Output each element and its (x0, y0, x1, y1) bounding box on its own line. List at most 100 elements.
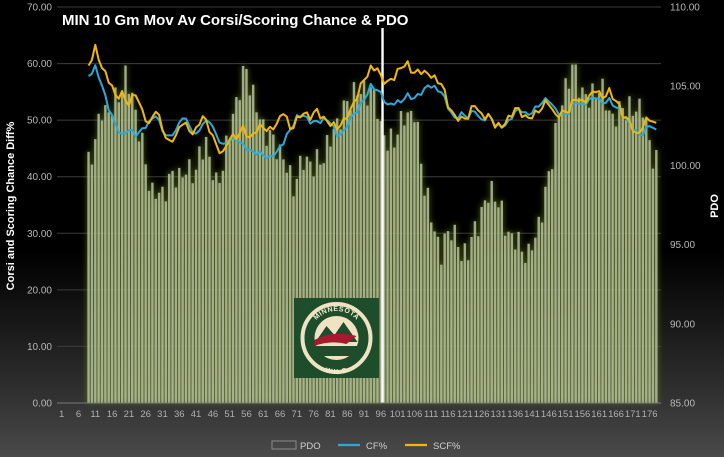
y2-tick-label: 95.00 (670, 240, 695, 251)
pdo-bar (319, 164, 322, 403)
pdo-bar (450, 240, 453, 403)
pdo-bar (530, 250, 534, 403)
pdo-bar (137, 141, 141, 403)
logo-wordmark-bottom-path: WILD (325, 367, 348, 376)
pdo-bar (561, 105, 564, 404)
pdo-bar (611, 113, 614, 403)
pdo-bar (188, 159, 191, 403)
pdo-bar (396, 134, 399, 403)
pdo-bar (201, 159, 204, 403)
pdo-bar (127, 93, 131, 404)
y-tick-label: 50.00 (27, 116, 52, 127)
chart-title: MIN 10 Gm Mov Av Corsi/Scoring Chance & … (62, 12, 409, 29)
y2-tick-label: 85.00 (670, 399, 695, 410)
pdo-bar (436, 236, 440, 403)
pdo-bar (218, 183, 221, 403)
pdo-bar (483, 200, 487, 403)
pdo-bar (151, 182, 154, 403)
y2-tick-label: 110.00 (670, 3, 700, 14)
pdo-bar (497, 207, 500, 403)
legend-label: CF% (366, 441, 388, 452)
x-tick-label: 111 (424, 409, 438, 420)
pdo-bar (221, 170, 225, 403)
pdo-bar (389, 128, 393, 403)
pdo-bar (288, 165, 292, 403)
pdo-bar (487, 202, 490, 403)
pdo-bar (312, 176, 315, 403)
pdo-bar (107, 112, 110, 403)
pdo-bar (433, 231, 436, 403)
x-tick-label: 46 (208, 409, 219, 420)
pdo-bar (386, 150, 389, 403)
pdo-bar (477, 236, 480, 403)
pdo-bar (272, 134, 275, 403)
x-tick-label: 76 (308, 409, 319, 420)
x-tick-label: 141 (524, 409, 540, 420)
pdo-bar (628, 96, 631, 403)
pdo-bar (621, 108, 624, 404)
pdo-bar (265, 145, 268, 403)
pdo-bar (346, 101, 349, 403)
x-tick-label: 6 (76, 409, 81, 420)
pdo-bar (641, 117, 645, 403)
pdo-bar (171, 170, 174, 403)
y-axis-title: Corsi and Scoring Chance Diff% (5, 121, 17, 290)
pdo-bar (305, 156, 309, 403)
pdo-bar (141, 132, 144, 404)
pdo-bar (443, 233, 446, 403)
pdo-bar (298, 155, 302, 403)
pdo-bar (131, 92, 134, 403)
pdo-bar (507, 231, 510, 403)
pdo-bar (315, 149, 319, 403)
pdo-bar (608, 110, 611, 404)
pdo-bar (372, 89, 376, 404)
pdo-bar (460, 261, 463, 403)
pdo-bar (409, 110, 413, 403)
pdo-bar (564, 78, 567, 404)
pdo-bar (490, 180, 493, 403)
pdo-bar (285, 172, 288, 403)
pdo-bar (453, 224, 456, 403)
pdo-bar (245, 69, 248, 404)
pdo-bar (645, 118, 648, 403)
pdo-bar (302, 169, 305, 403)
x-tick-label: 161 (591, 409, 607, 420)
pdo-bar (369, 87, 372, 404)
pdo-bar (648, 140, 651, 403)
x-tick-label: 66 (275, 409, 286, 420)
pdo-bar (191, 183, 194, 403)
pdo-bar (204, 136, 208, 403)
pdo-bar (463, 243, 467, 403)
legend: PDO CF% SCF% (271, 440, 461, 452)
pdo-bars (87, 64, 658, 404)
pdo-bar (524, 262, 527, 403)
x-tick-label: 136 (507, 409, 523, 420)
y2-tick-label: 100.00 (670, 161, 701, 172)
pdo-bar (510, 233, 514, 403)
pdo-bar (278, 144, 282, 403)
pdo-bar (104, 105, 107, 403)
x-tick-label: 146 (541, 409, 557, 420)
pdo-bar (655, 150, 658, 403)
pdo-bar (211, 180, 215, 403)
y-tick-label: 20.00 (27, 285, 52, 296)
pdo-bar (241, 65, 245, 403)
x-tick-label: 1 (59, 409, 64, 420)
pdo-bar (470, 236, 473, 403)
y-tick-label: 0.00 (33, 399, 53, 410)
pdo-bar (147, 190, 151, 403)
x-tick-label: 121 (457, 409, 473, 420)
pdo-bar (601, 78, 604, 404)
pdo-bar (520, 251, 524, 403)
pdo-bar (366, 105, 369, 404)
pdo-bar (604, 110, 608, 403)
pdo-bar (577, 97, 581, 403)
pdo-bar (574, 64, 577, 403)
pdo-bar (117, 102, 121, 404)
pdo-bar (597, 93, 601, 404)
pdo-bar (100, 120, 104, 404)
pdo-bar (167, 173, 171, 403)
x-tick-label: 126 (474, 409, 490, 420)
